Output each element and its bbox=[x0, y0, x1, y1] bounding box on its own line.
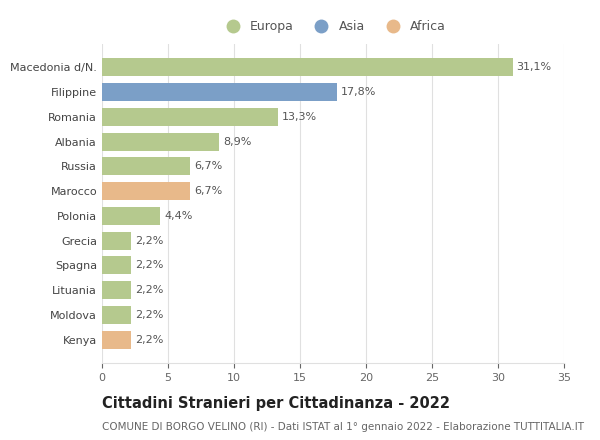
Text: 2,2%: 2,2% bbox=[135, 260, 163, 270]
Text: 2,2%: 2,2% bbox=[135, 235, 163, 246]
Text: 13,3%: 13,3% bbox=[281, 112, 317, 122]
Bar bbox=[102, 306, 131, 324]
Bar bbox=[102, 108, 278, 126]
Bar bbox=[102, 232, 131, 249]
Text: 2,2%: 2,2% bbox=[135, 310, 163, 320]
Text: 6,7%: 6,7% bbox=[194, 186, 223, 196]
Bar bbox=[102, 59, 512, 76]
Bar bbox=[102, 331, 131, 348]
Text: 6,7%: 6,7% bbox=[194, 161, 223, 172]
Text: 4,4%: 4,4% bbox=[164, 211, 193, 221]
Text: COMUNE DI BORGO VELINO (RI) - Dati ISTAT al 1° gennaio 2022 - Elaborazione TUTTI: COMUNE DI BORGO VELINO (RI) - Dati ISTAT… bbox=[102, 422, 584, 433]
Bar bbox=[102, 133, 220, 150]
Bar bbox=[102, 158, 190, 175]
Bar bbox=[102, 207, 160, 225]
Text: Cittadini Stranieri per Cittadinanza - 2022: Cittadini Stranieri per Cittadinanza - 2… bbox=[102, 396, 450, 411]
Text: 8,9%: 8,9% bbox=[223, 137, 252, 147]
Bar bbox=[102, 257, 131, 274]
Legend: Europa, Asia, Africa: Europa, Asia, Africa bbox=[215, 15, 451, 38]
Text: 31,1%: 31,1% bbox=[517, 62, 551, 73]
Text: 2,2%: 2,2% bbox=[135, 334, 163, 345]
Text: 17,8%: 17,8% bbox=[341, 87, 376, 97]
Bar bbox=[102, 182, 190, 200]
Text: 2,2%: 2,2% bbox=[135, 285, 163, 295]
Bar bbox=[102, 83, 337, 101]
Bar bbox=[102, 281, 131, 299]
